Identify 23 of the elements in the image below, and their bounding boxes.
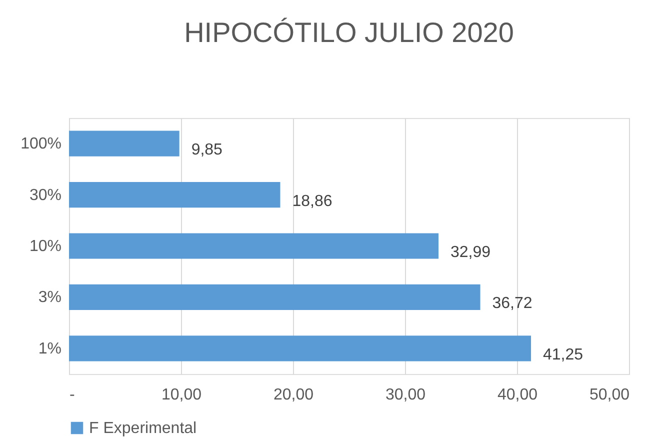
data-label: 9,85 bbox=[191, 142, 223, 159]
data-label: 32,99 bbox=[450, 244, 491, 261]
x-tick-label: - bbox=[70, 386, 75, 404]
y-tick-label: 1% bbox=[38, 340, 62, 358]
bar bbox=[69, 130, 180, 156]
bar bbox=[69, 336, 531, 362]
y-tick-label: 100% bbox=[20, 136, 62, 153]
y-tick-label: 10% bbox=[29, 238, 62, 255]
data-label: 41,25 bbox=[543, 346, 584, 364]
x-tick-label: 10,00 bbox=[161, 386, 202, 404]
chart-title: HIPOCÓTILO JULIO 2020 bbox=[184, 17, 514, 48]
y-tick-label: 3% bbox=[38, 289, 62, 306]
data-label: 36,72 bbox=[492, 295, 532, 312]
bar bbox=[69, 284, 480, 310]
bar bbox=[69, 182, 280, 208]
legend-label: F Experimental bbox=[89, 420, 197, 437]
y-tick-label: 30% bbox=[29, 186, 62, 204]
x-tick-label: 20,00 bbox=[273, 386, 314, 404]
x-tick-label: 50,00 bbox=[589, 386, 630, 404]
x-tick-label: 40,00 bbox=[497, 386, 538, 404]
bar bbox=[69, 233, 438, 259]
data-label: 18,86 bbox=[292, 192, 332, 210]
x-tick-label: 30,00 bbox=[385, 386, 426, 404]
